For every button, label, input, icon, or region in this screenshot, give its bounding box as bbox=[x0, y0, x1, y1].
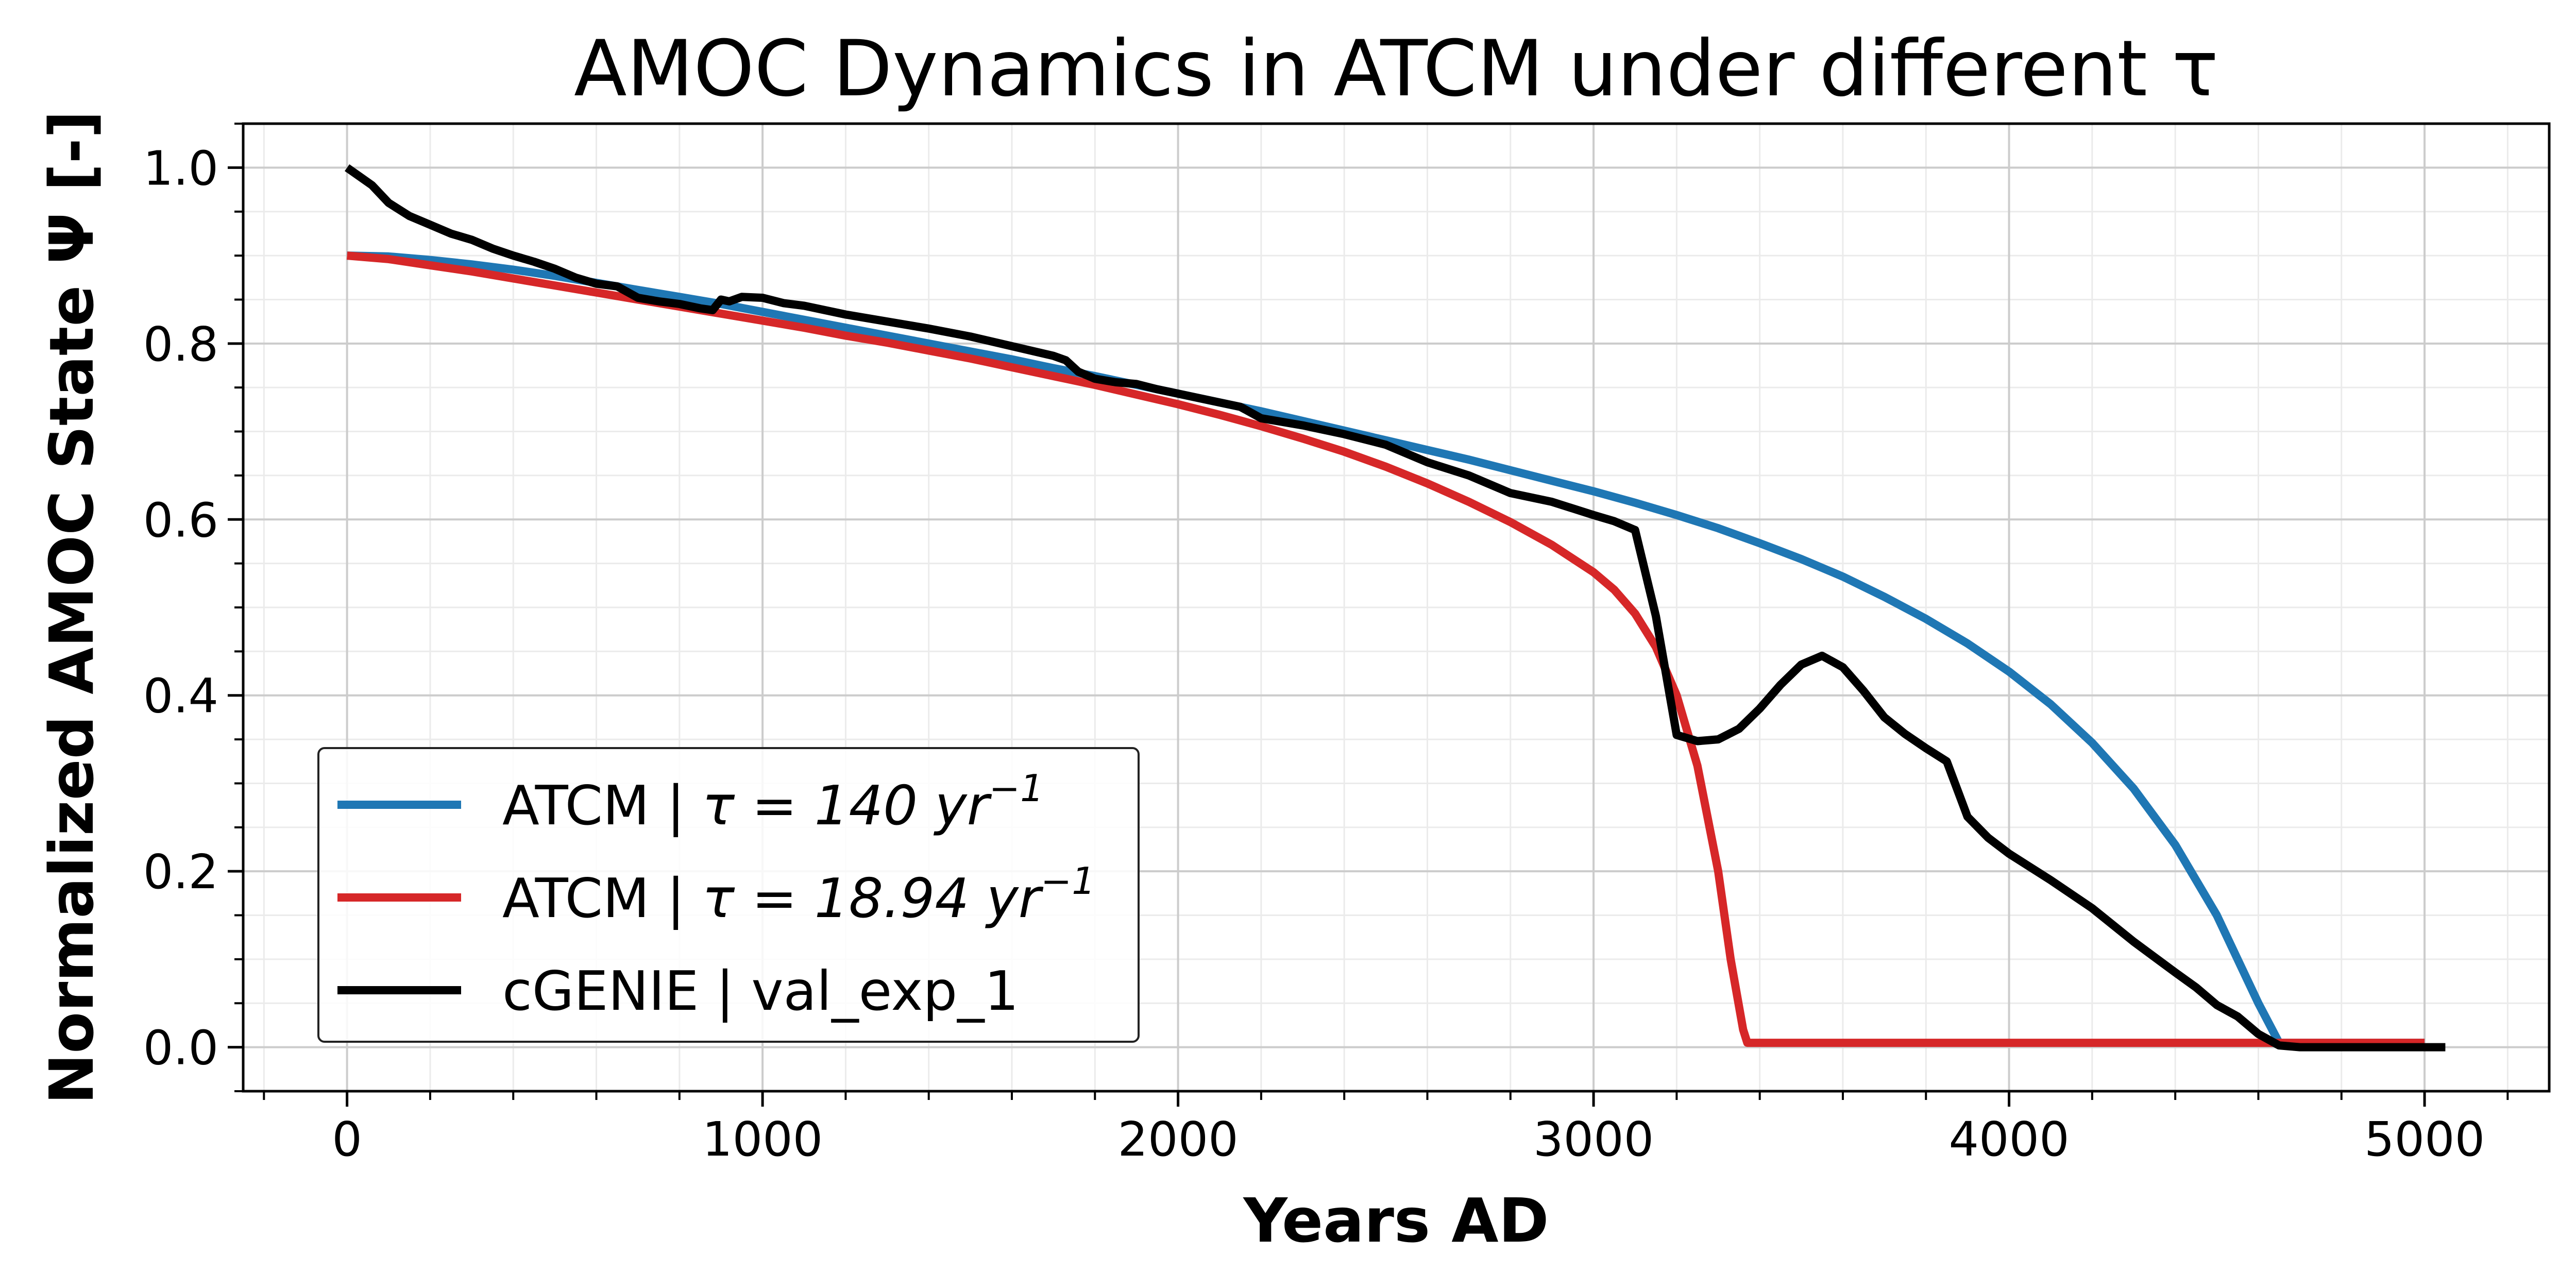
legend-label-2: ATCM | τ = 18.94 yr−1 bbox=[502, 859, 1095, 930]
y-tick-label: 0.8 bbox=[143, 317, 218, 372]
x-tick-label: 1000 bbox=[702, 1112, 823, 1167]
x-axis-label: Years AD bbox=[1242, 1185, 1549, 1256]
y-axis: 0.0 0.2 0.4 0.6 0.8 1.0 bbox=[143, 123, 243, 1092]
y-tick-label: 0.6 bbox=[143, 493, 218, 548]
legend-label-3: cGENIE | val_exp_1 bbox=[502, 960, 1019, 1023]
y-axis-label: Normalized AMOC State Ψ [-] bbox=[36, 110, 107, 1104]
x-tick-label: 2000 bbox=[1118, 1112, 1239, 1167]
y-tick-label: 1.0 bbox=[143, 141, 218, 196]
y-tick-label: 0.0 bbox=[143, 1021, 218, 1076]
legend-label-1: ATCM | τ = 140 yr−1 bbox=[502, 767, 1044, 838]
chart-title: AMOC Dynamics in ATCM under different τ bbox=[574, 24, 2218, 114]
x-tick-label: 5000 bbox=[2364, 1112, 2485, 1167]
y-tick-label: 0.2 bbox=[143, 844, 218, 900]
series-line-1 bbox=[347, 251, 2425, 1047]
series-line-3 bbox=[345, 164, 2446, 1052]
legend-box bbox=[317, 747, 1140, 1043]
series-layer bbox=[345, 164, 2446, 1052]
x-axis: 0 1000 2000 3000 4000 5000 bbox=[263, 1091, 2509, 1167]
x-tick-label: 3000 bbox=[1533, 1112, 1654, 1167]
legend: ATCM | τ = 140 yr−1 ATCM | τ = 18.94 yr−1… bbox=[317, 747, 1140, 1043]
y-tick-label: 0.4 bbox=[143, 669, 218, 724]
x-tick-label: 4000 bbox=[1948, 1112, 2069, 1167]
x-tick-label: 0 bbox=[332, 1112, 362, 1167]
